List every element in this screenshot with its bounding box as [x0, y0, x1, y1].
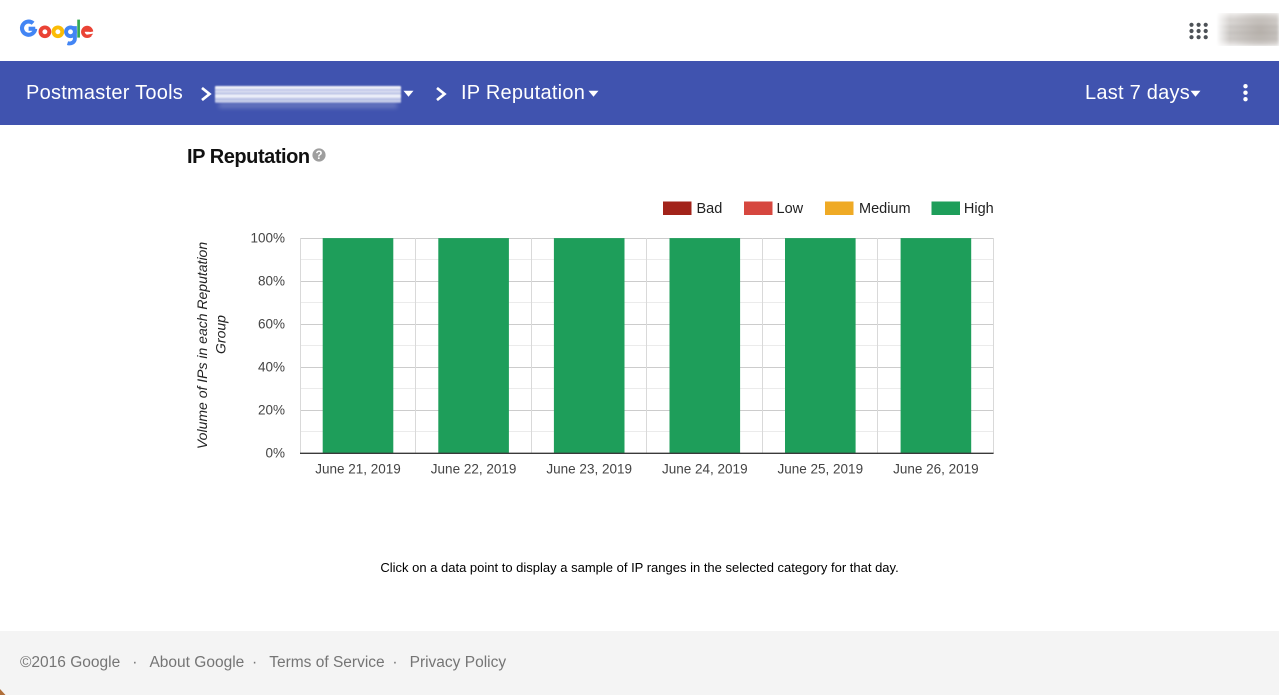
svg-text:June 24, 2019: June 24, 2019	[662, 461, 748, 476]
svg-text:Medium: Medium	[859, 201, 911, 217]
svg-text:June 22, 2019: June 22, 2019	[431, 461, 517, 476]
svg-text:Low: Low	[777, 201, 804, 217]
svg-text:June 21, 2019: June 21, 2019	[315, 461, 401, 476]
svg-text:20%: 20%	[258, 403, 285, 418]
svg-text:?: ?	[315, 150, 322, 162]
svg-text:Group: Group	[213, 315, 229, 354]
svg-text:June 25, 2019: June 25, 2019	[778, 461, 864, 476]
svg-text:June 23, 2019: June 23, 2019	[546, 461, 632, 476]
svg-text:0%: 0%	[265, 446, 285, 461]
svg-text:High: High	[964, 201, 994, 217]
svg-text:60%: 60%	[258, 317, 285, 332]
svg-text:Bad: Bad	[697, 201, 723, 217]
svg-text:40%: 40%	[258, 360, 285, 375]
svg-text:100%: 100%	[250, 231, 285, 246]
svg-text:June 26, 2019: June 26, 2019	[893, 461, 979, 476]
svg-text:Volume of IPs in each Reputati: Volume of IPs in each Reputation	[194, 242, 210, 449]
svg-text:80%: 80%	[258, 274, 285, 289]
